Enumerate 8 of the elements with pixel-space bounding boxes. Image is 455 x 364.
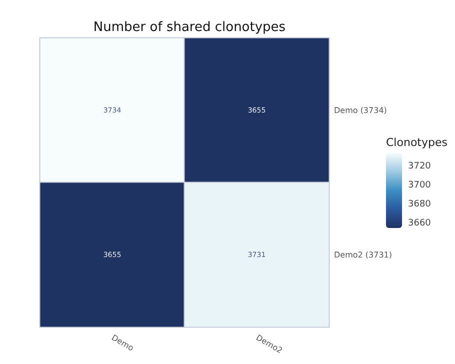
color-bar-label: 3660 [408, 218, 432, 228]
color-bar-label: 3700 [408, 180, 432, 190]
color-bar-title: Clonotypes [386, 136, 448, 149]
chart-title: Number of shared clonotypes [93, 20, 286, 35]
y2-tick-label: Demo2 (3731) [334, 250, 392, 260]
color-bar-label: 3720 [408, 161, 432, 172]
y2-tick-label: Demo (3734) [334, 106, 387, 115]
color-bar-label: 3680 [408, 199, 432, 210]
